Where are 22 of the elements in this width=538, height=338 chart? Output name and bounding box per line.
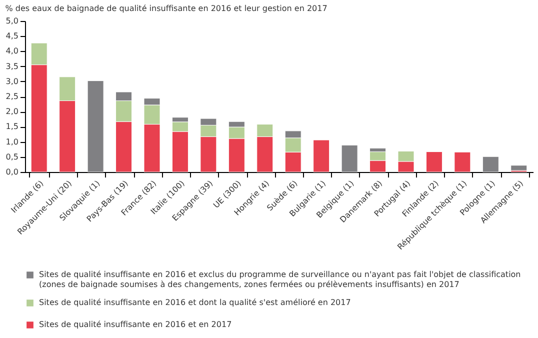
- legend-label: Sites de qualité insuffisante en 2016 et en 2017: [39, 320, 232, 329]
- legend-label: Sites de qualité insuffisante en 2016 et dont la qualité s'est amélioré en 2017: [39, 298, 351, 307]
- y-tick-label: 5,0: [6, 16, 18, 26]
- chart-title: % des eaux de baignade de qualité insuffisante en 2016 et leur gestion en 2017: [5, 4, 328, 13]
- bar: [313, 140, 330, 172]
- legend-label: Sites de qualité insuffisante en 2016 et exclus du programme de surveillance ou n'ayant pas fait l'objet de classification (zones de baignade soumises à des changements, zones fermées ou prélèvements insuffisants) en 2017: [39, 270, 521, 289]
- bar: [341, 144, 358, 172]
- bar: [482, 156, 499, 172]
- y-tick-label: 0,5: [6, 152, 18, 162]
- bar: [426, 152, 442, 172]
- y-tick-label: 2,0: [6, 107, 18, 116]
- y-tick-label: 4,5: [6, 32, 18, 41]
- y-tick-label: 3,5: [6, 62, 18, 71]
- bar: [87, 80, 104, 172]
- y-tick-label: 1,0: [6, 137, 18, 146]
- y-tick-label: 0,0: [6, 168, 18, 176]
- y-tick-label: 4,0: [6, 46, 18, 56]
- y-tick-label: 2,5: [6, 92, 18, 101]
- y-tick-label: 1,5: [6, 122, 18, 132]
- bar: [454, 152, 471, 172]
- y-tick-label: 3,0: [6, 76, 18, 86]
- bar: [510, 165, 528, 171]
